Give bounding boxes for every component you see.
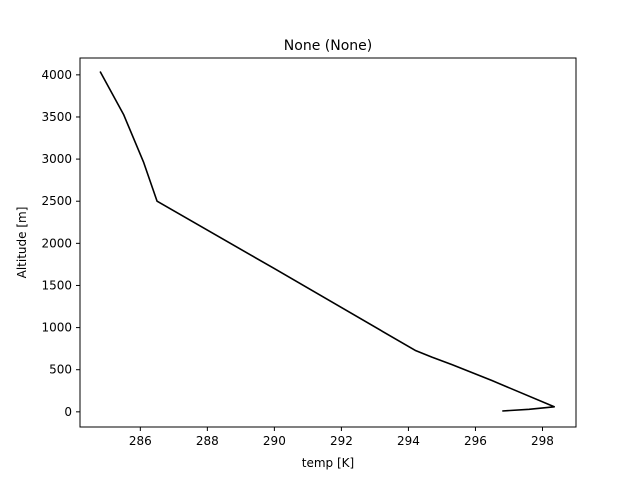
y-tick-label: 3500 xyxy=(41,110,72,124)
axes-frame xyxy=(79,57,577,428)
x-tick-label: 288 xyxy=(196,434,219,448)
y-tick-label: 1000 xyxy=(41,321,72,335)
x-tick-label: 296 xyxy=(464,434,487,448)
x-tick-label: 294 xyxy=(397,434,420,448)
y-tick-label: 2500 xyxy=(41,194,72,208)
y-axis: 0 500 1000 1500 2000 2500 3000 3500 4000 xyxy=(41,68,80,419)
x-tick-label: 292 xyxy=(330,434,353,448)
y-tick-label: 0 xyxy=(64,405,72,419)
x-axis-label: temp [K] xyxy=(302,456,354,470)
y-tick-label: 1500 xyxy=(41,278,72,292)
series-line xyxy=(99,71,556,412)
x-tick-label: 298 xyxy=(531,434,554,448)
chart-title: None (None) xyxy=(284,38,372,54)
y-tick-label: 500 xyxy=(49,363,72,377)
y-tick-label: 3000 xyxy=(41,152,72,166)
y-tick-label: 2000 xyxy=(41,236,72,250)
x-axis: 286 288 290 292 294 296 298 xyxy=(129,427,554,448)
series-layer xyxy=(99,71,556,412)
x-tick-label: 286 xyxy=(129,434,152,448)
x-tick-label: 290 xyxy=(263,434,286,448)
y-tick-label: 4000 xyxy=(41,68,72,82)
y-axis-label: Altitude [m] xyxy=(15,207,29,279)
plot-area: 286 288 290 292 294 296 298 0 500 1000 1500 2000 25… xyxy=(41,57,577,448)
